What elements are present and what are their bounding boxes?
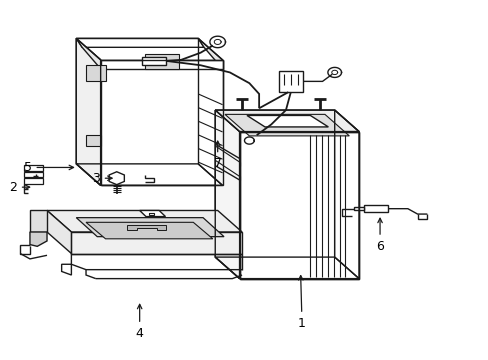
Text: 3: 3 xyxy=(92,172,112,185)
Polygon shape xyxy=(224,114,348,136)
Polygon shape xyxy=(86,135,101,146)
Polygon shape xyxy=(142,57,166,64)
Polygon shape xyxy=(47,211,71,253)
Polygon shape xyxy=(71,232,242,253)
Polygon shape xyxy=(353,207,363,211)
Polygon shape xyxy=(215,110,239,279)
Polygon shape xyxy=(23,165,43,171)
Polygon shape xyxy=(76,39,101,69)
Polygon shape xyxy=(144,54,178,69)
Text: 1: 1 xyxy=(298,276,305,330)
Polygon shape xyxy=(109,172,124,185)
Polygon shape xyxy=(239,132,358,279)
Polygon shape xyxy=(47,211,242,232)
Text: 2: 2 xyxy=(9,181,30,194)
Polygon shape xyxy=(30,211,47,232)
Polygon shape xyxy=(76,39,203,47)
Polygon shape xyxy=(76,39,101,185)
Text: 7: 7 xyxy=(213,141,221,170)
Polygon shape xyxy=(86,65,105,81)
Text: 5: 5 xyxy=(23,161,73,174)
Polygon shape xyxy=(101,60,222,185)
Polygon shape xyxy=(215,110,358,132)
Polygon shape xyxy=(127,225,166,230)
Polygon shape xyxy=(278,71,303,92)
Polygon shape xyxy=(198,39,222,69)
Polygon shape xyxy=(246,116,328,127)
Polygon shape xyxy=(86,222,212,239)
Polygon shape xyxy=(23,172,43,177)
Text: 6: 6 xyxy=(375,218,383,253)
Polygon shape xyxy=(23,178,43,184)
Text: 4: 4 xyxy=(136,304,143,340)
Polygon shape xyxy=(76,218,224,237)
Polygon shape xyxy=(363,205,387,212)
Polygon shape xyxy=(101,60,222,69)
Polygon shape xyxy=(140,211,165,217)
Polygon shape xyxy=(30,232,47,246)
